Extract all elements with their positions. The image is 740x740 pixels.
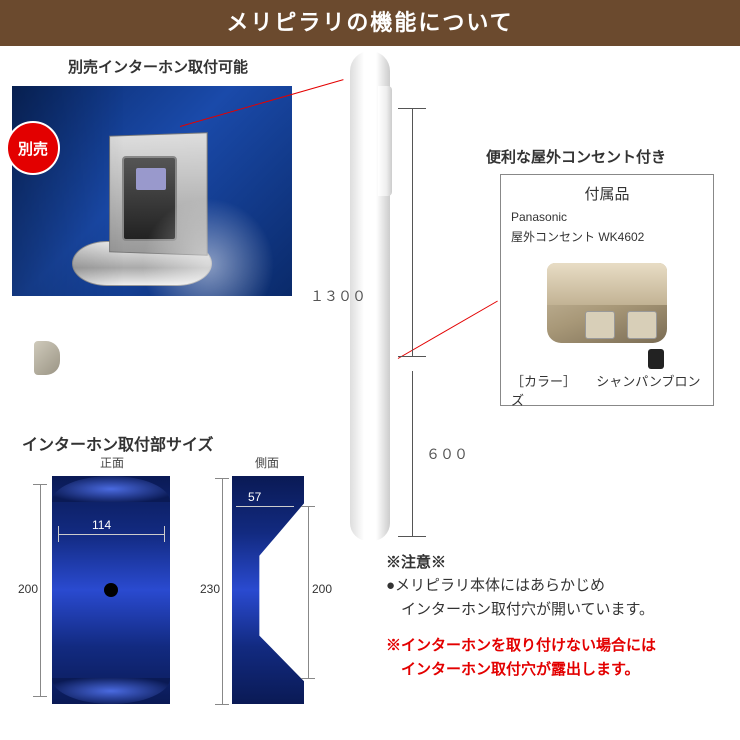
intercom-bracket-illustration [72,241,212,286]
size-section-title: インターホン取付部サイズ [22,431,214,455]
dim-guide [33,484,47,485]
pillar-outlet-bump [34,341,60,375]
caution-body: ●メリピラリ本体にはあらかじめ インターホン取付穴が開いています。 [386,574,654,622]
caution-body-line1: ●メリピラリ本体にはあらかじめ [386,574,654,598]
intercom-photo [12,86,292,296]
dim-line-1300 [412,108,413,356]
content-area: 別売インターホン取付可能 別売 １３００ ６００ 便利な屋外コンセント付き 付属… [0,46,740,740]
dim-line-600 [412,371,413,536]
size-front-panel: 114 [52,476,170,704]
panel-cap-bottom [52,678,170,704]
warning-line2: インターホン取付穴が露出します。 [386,658,656,682]
intercom-device-illustration [122,156,177,241]
dim-side-depth: 57 [248,490,261,504]
dim-side-height: 230 [200,582,220,596]
outlet-body-shape [547,263,667,343]
outlet-section-title: 便利な屋外コンセント付き [486,146,666,167]
intercom-section-title: 別売インターホン取付可能 [68,56,248,77]
dim-front-width: 114 [92,518,111,532]
warning-line1: ※インターホンを取り付けない場合には [386,634,656,658]
outlet-knob [648,349,664,369]
panel-cap-top [52,476,170,502]
caution-body-line2: インターホン取付穴が開いています。 [386,598,654,622]
dim-guide [301,506,315,507]
size-front-label: 正面 [100,454,124,471]
dim-guide [301,678,315,679]
outlet-info-box: 付属品 Panasonic 屋外コンセント WK4602 ［カラー］ シャンパン… [500,174,714,406]
dim-guide [40,484,41,696]
warning-text: ※インターホンを取り付けない場合には インターホン取付穴が露出します。 [386,634,656,682]
dim-guide [58,534,164,535]
dim-guide [164,526,165,542]
dim-front-height: 200 [18,582,38,596]
outlet-color-row: ［カラー］ シャンパンブロンズ [511,371,703,409]
panel-hole [104,583,118,597]
dim-guide [58,526,59,542]
page-header: メリピラリの機能について [0,0,740,46]
dim-guide [222,478,223,704]
outlet-subtitle: 付属品 [511,183,703,204]
outlet-model: 屋外コンセント WK4602 [511,228,703,245]
dim-side-inner-height: 200 [312,582,332,596]
dim-label-600: ６００ [426,444,468,464]
dim-tick [398,536,426,537]
dim-label-1300: １３００ [310,286,366,306]
dim-guide [33,696,47,697]
dim-guide [308,506,309,678]
socket-icon [627,311,657,339]
outlet-product-illustration [532,253,682,363]
size-side-panel [232,476,304,704]
size-side-label: 側面 [255,454,279,471]
socket-icon [585,311,615,339]
intercom-mount-plate-illustration [109,132,208,256]
caution-heading: ※注意※ [386,551,446,575]
dim-guide [215,478,229,479]
dim-tick [398,356,426,357]
outlet-color-label: ［カラー］ [511,374,576,389]
outlet-brand: Panasonic [511,210,703,224]
outlet-sockets [585,311,665,341]
pillar-intercom-notch [378,86,392,196]
dim-guide [236,506,294,507]
dim-guide [215,704,229,705]
sold-separately-badge: 別売 [6,121,60,175]
